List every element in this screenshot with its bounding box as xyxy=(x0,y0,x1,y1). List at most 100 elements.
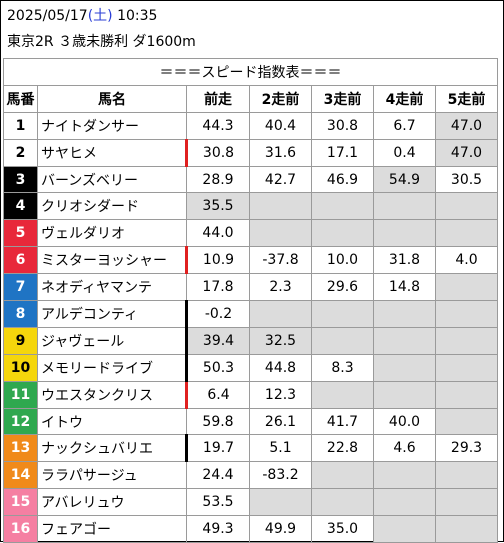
speed-index-cell: 4.0 xyxy=(435,246,498,275)
horse-name: ナイトダンサー xyxy=(37,111,187,140)
speed-index-cell: 4.6 xyxy=(373,434,436,463)
col-header-last-race: 前走 xyxy=(186,84,250,113)
table-row: 1 ナイトダンサー 44.3 40.4 30.8 6.7 47.0 xyxy=(3,111,498,140)
table-row: 8 アルデコンティ -0.2 xyxy=(3,300,498,328)
speed-index-cell: -37.8 xyxy=(249,246,312,275)
speed-index-cell xyxy=(435,407,498,436)
horse-number: 3 xyxy=(3,165,38,194)
speed-index-cell: 28.9 xyxy=(186,165,250,194)
horse-name: クリオシダード xyxy=(37,192,187,221)
race-datetime: 2025/05/17(土) 10:35 xyxy=(7,7,157,25)
speed-index-cell: -83.2 xyxy=(249,461,312,490)
speed-index-cell: 59.8 xyxy=(186,407,250,436)
col-header-4-races-ago: 4走前 xyxy=(373,84,436,113)
speed-index-cell: 8.3 xyxy=(311,353,374,382)
speed-index-cell: 12.3 xyxy=(249,380,312,409)
speed-index-cell: 2.3 xyxy=(249,273,312,302)
horse-number: 6 xyxy=(3,246,38,275)
col-header-horse-name: 馬名 xyxy=(37,84,187,113)
race-info: 東京2R ３歳未勝利 ダ1600m xyxy=(7,34,196,50)
table-row: 11 ウエスタンクリス 6.4 12.3 xyxy=(3,380,498,409)
horse-name: フェアゴー xyxy=(37,515,187,543)
speed-index-cell xyxy=(435,273,498,302)
speed-index-cell: 30.5 xyxy=(435,165,498,194)
speed-index-cell: 44.0 xyxy=(186,219,250,248)
horse-number: 12 xyxy=(3,407,38,436)
speed-index-cell: 49.3 xyxy=(186,515,250,543)
horse-name: ウエスタンクリス xyxy=(37,380,187,409)
horse-name: アバレリュウ xyxy=(37,488,187,517)
horse-number: 7 xyxy=(3,273,38,302)
horse-name: ジャヴェール xyxy=(37,326,187,355)
speed-index-cell: 47.0 xyxy=(435,138,498,167)
speed-index-cell xyxy=(311,300,374,328)
horse-name: ナックシュバリエ xyxy=(37,434,187,463)
speed-index-cell: 17.1 xyxy=(311,138,374,167)
speed-index-cell xyxy=(435,326,498,355)
horse-name: ララパサージュ xyxy=(37,461,187,490)
horse-number: 16 xyxy=(3,515,38,543)
table-row: 12 イトウ 59.8 26.1 41.7 40.0 xyxy=(3,407,498,436)
speed-index-cell: 29.6 xyxy=(311,273,374,302)
speed-index-cell: 26.1 xyxy=(249,407,312,436)
speed-index-cell: 47.0 xyxy=(435,111,498,140)
speed-index-cell xyxy=(311,192,374,221)
speed-index-cell xyxy=(311,326,374,355)
speed-index-cell: 10.9 xyxy=(185,246,250,275)
horse-number: 8 xyxy=(3,300,38,328)
col-header-5-races-ago: 5走前 xyxy=(435,84,498,113)
speed-index-cell: -0.2 xyxy=(185,300,250,328)
speed-index-cell xyxy=(373,326,436,355)
table-row: 16 フェアゴー 49.3 49.9 35.0 xyxy=(3,515,498,543)
horse-number: 4 xyxy=(3,192,38,221)
speed-index-cell xyxy=(311,219,374,248)
horse-name: イトウ xyxy=(37,407,187,436)
speed-index-cell: 10.0 xyxy=(311,246,374,275)
race-date: 2025/05/17 xyxy=(7,8,88,24)
speed-index-cell: 49.9 xyxy=(249,515,312,543)
speed-index-cell xyxy=(435,380,498,409)
col-header-horse-number: 馬番 xyxy=(3,84,38,113)
speed-index-cell: 6.7 xyxy=(373,111,436,140)
speed-index-cell xyxy=(435,461,498,490)
speed-index-cell: 31.8 xyxy=(373,246,436,275)
speed-index-cell: 44.3 xyxy=(186,111,250,140)
day-open-paren: ( xyxy=(87,8,94,24)
speed-index-cell xyxy=(373,300,436,328)
speed-index-cell: 50.3 xyxy=(185,353,250,382)
speed-index-cell: 40.4 xyxy=(249,111,312,140)
speed-index-cell: 32.5 xyxy=(249,326,312,355)
speed-index-cell xyxy=(373,461,436,490)
speed-index-cell xyxy=(435,515,498,543)
speed-index-cell: 41.7 xyxy=(311,407,374,436)
table-row: 9 ジャヴェール 39.4 32.5 xyxy=(3,326,498,355)
speed-index-cell xyxy=(311,380,374,409)
speed-index-cell: 40.0 xyxy=(373,407,436,436)
speed-index-cell xyxy=(373,515,436,543)
table-row: 13 ナックシュバリエ 19.7 5.1 22.8 4.6 29.3 xyxy=(3,434,498,463)
speed-index-cell: 14.8 xyxy=(373,273,436,302)
speed-index-cell: 35.5 xyxy=(186,192,250,221)
speed-index-cell: 42.7 xyxy=(249,165,312,194)
speed-index-cell xyxy=(373,488,436,517)
horse-name: ヴェルダリオ xyxy=(37,219,187,248)
table-row: 2 サヤヒメ 30.8 31.6 17.1 0.4 47.0 xyxy=(3,138,498,167)
speed-index-cell: 46.9 xyxy=(311,165,374,194)
speed-index-cell xyxy=(373,380,436,409)
speed-index-cell xyxy=(249,219,312,248)
horse-number: 13 xyxy=(3,434,38,463)
speed-index-cell xyxy=(249,488,312,517)
speed-index-cell: 29.3 xyxy=(435,434,498,463)
horse-number: 11 xyxy=(3,380,38,409)
speed-index-cell: 31.6 xyxy=(249,138,312,167)
speed-index-cell: 53.5 xyxy=(186,488,250,517)
speed-index-cell: 6.4 xyxy=(185,380,250,409)
horse-number: 1 xyxy=(3,111,38,140)
col-header-2-races-ago: 2走前 xyxy=(249,84,312,113)
horse-name: ミスターヨッシャー xyxy=(37,246,187,275)
table-row: 14 ララパサージュ 24.4 -83.2 xyxy=(3,461,498,490)
speed-index-cell: 24.4 xyxy=(186,461,250,490)
table-row: 3 バーンズベリー 28.9 42.7 46.9 54.9 30.5 xyxy=(3,165,498,194)
speed-index-table: ＝＝＝スピード指数表＝＝＝ 馬番 馬名 前走 2走前 3走前 4走前 5走前 1 ナイトダンサ… xyxy=(3,58,498,543)
